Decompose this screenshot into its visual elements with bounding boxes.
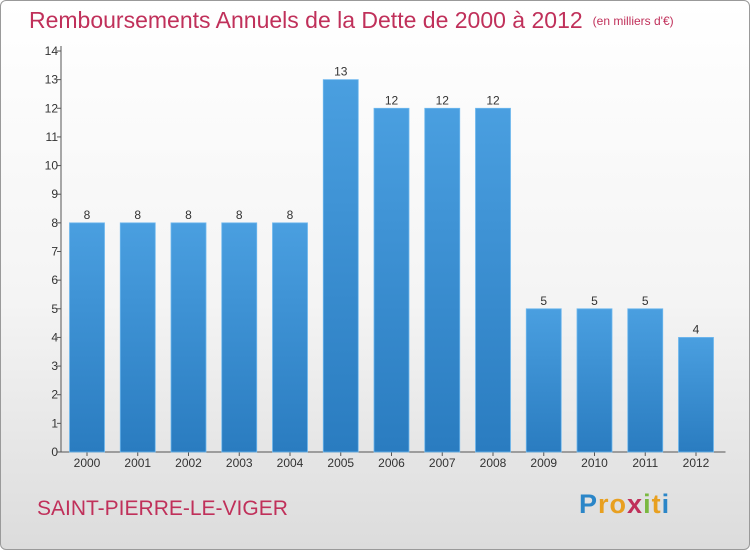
x-tick-label-2009: 2009 [530,456,557,470]
logo-letter: i [643,489,652,519]
y-tick-label: 9 [51,187,58,201]
y-tick-label: 8 [51,216,58,230]
y-tick-label: 13 [45,73,59,87]
value-label-2006: 12 [385,93,399,107]
y-tick-label: 6 [51,273,58,287]
logo-letter: i [661,489,671,519]
logo-letter: o [609,489,628,519]
logo-letter: r [598,489,610,519]
value-label-2000: 8 [84,208,91,222]
bar-2009 [525,308,562,453]
bar-2011 [627,308,664,453]
x-tick-label-2012: 2012 [683,456,710,470]
bar-2005 [322,79,359,453]
y-tick-label: 5 [51,302,58,316]
y-tick-label: 10 [45,159,59,173]
y-tick-label: 1 [51,416,58,430]
value-label-2003: 8 [236,208,243,222]
bar-2008 [475,107,511,453]
proxiti-logo: Proxiti [579,489,670,520]
y-tick-label: 0 [51,445,58,459]
bar-2002 [170,222,207,453]
value-label-2001: 8 [134,208,141,222]
logo-letter: t [651,489,662,519]
value-label-2010: 5 [591,294,598,308]
chart-title-text: Remboursements Annuels de la Dette de 20… [29,7,583,33]
labels: 8 2000 8 2001 8 2002 8 2003 8 2004 13 2005 12 2006 12 2… [74,65,710,470]
bar-2007 [424,107,461,453]
bars [69,79,714,453]
y-tick-label: 7 [51,245,58,259]
logo-letter: P [579,489,599,519]
x-tick-label-2000: 2000 [74,456,101,470]
x-tick-label-2011: 2011 [632,456,658,470]
y-tick-label: 3 [51,359,58,373]
x-tick-label-2008: 2008 [480,456,507,470]
bar-2006 [373,107,410,453]
y-tick-label: 14 [45,44,59,58]
x-tick-label-2005: 2005 [327,456,354,470]
bar-2010 [576,308,613,453]
value-label-2005: 13 [334,65,348,79]
y-tick-label: 4 [51,330,58,344]
commune-name: SAINT-PIERRE-LE-VIGER [37,497,288,520]
y-tick-label: 12 [45,101,59,115]
y-tick-label: 11 [46,130,59,144]
x-tick-label-2006: 2006 [378,456,405,470]
x-tick-label-2004: 2004 [277,456,304,470]
x-tick-label-2002: 2002 [175,456,202,470]
value-label-2011: 5 [642,294,649,308]
x-tick-label-2007: 2007 [429,456,456,470]
bar-2012 [678,337,714,453]
bar-2001 [119,222,156,453]
x-tick-label-2001: 2001 [124,456,151,470]
value-label-2012: 4 [693,322,700,336]
bar-2004 [272,222,308,453]
y-tick-label: 2 [51,388,58,402]
bar-2000 [69,222,105,453]
value-label-2002: 8 [185,208,192,222]
chart-unit: (en milliers d'€) [592,14,674,28]
x-tick-label-2010: 2010 [581,456,608,470]
value-label-2004: 8 [287,208,294,222]
value-label-2008: 12 [486,93,500,107]
chart-title: Remboursements Annuels de la Dette de 20… [29,7,674,34]
value-label-2009: 5 [540,294,547,308]
bar-2003 [221,222,258,453]
x-tick-label-2003: 2003 [226,456,253,470]
logo-letter: x [627,489,644,519]
value-label-2007: 12 [436,93,450,107]
